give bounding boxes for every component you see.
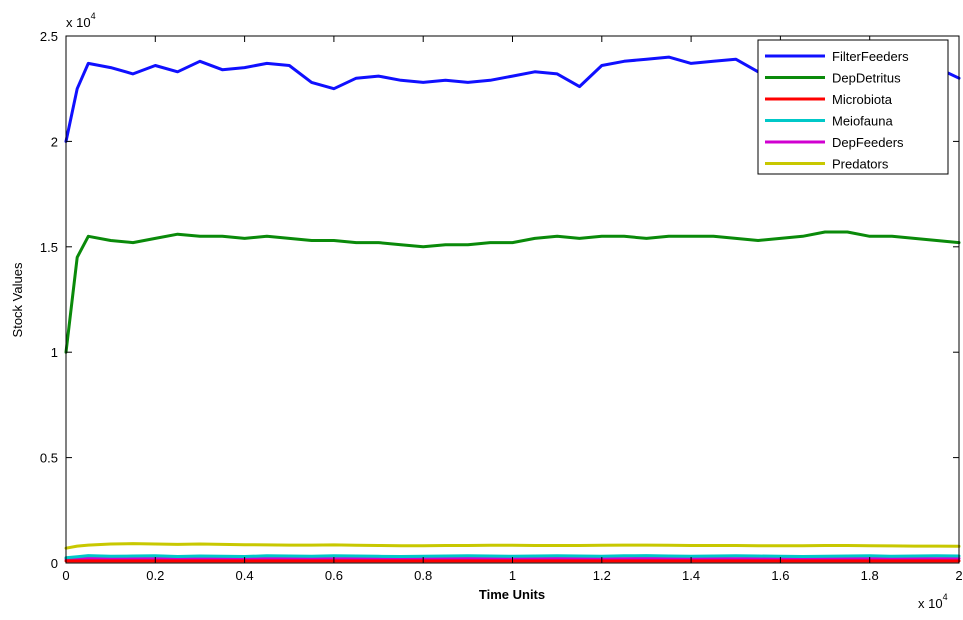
legend-label-meiofauna: Meiofauna [832,114,893,129]
y-tick-label: 1.5 [40,240,58,255]
series-line-depfeeders [64,556,961,561]
y-axis-title: Stock Values [10,262,25,337]
x-exponent-power: 4 [943,592,948,602]
x-tick-label: 1.8 [861,568,879,583]
y-tick-label: 1 [51,345,58,360]
legend-label-depdetritus: DepDetritus [832,71,901,86]
x-exponent-base: x 10 [918,596,943,611]
y-exponent-power: 4 [91,11,96,21]
x-tick-label: 1.6 [771,568,789,583]
y-exponent-label: x 104 [66,11,96,30]
x-exponent-label: x 104 [918,592,948,611]
legend-label-filterfeeders: FilterFeeders [832,49,909,64]
legend-label-microbiota: Microbiota [832,92,893,107]
x-tick-label: 1.4 [682,568,700,583]
x-tick-label: 1 [509,568,516,583]
series-line-predators [64,542,961,550]
x-tick-label: 0.2 [146,568,164,583]
y-tick-label: 2 [51,134,58,149]
legend: FilterFeeders DepDetritus Microbiota Meiofa… [757,39,949,175]
x-tick-label: 0.4 [236,568,254,583]
x-tick-label: 2 [955,568,962,583]
y-axis-ticks: 0 0.5 1 1.5 2 2.5 [40,29,959,571]
x-tick-label: 1.2 [593,568,611,583]
y-exponent-base: x 10 [66,15,91,30]
x-axis-title: Time Units [479,587,545,602]
legend-box [757,39,949,175]
series-line-depdetritus [64,230,961,354]
y-tick-label: 2.5 [40,29,58,44]
y-tick-label: 0 [51,556,58,571]
x-tick-label: 0.8 [414,568,432,583]
x-tick-label: 0 [62,568,69,583]
legend-label-predators: Predators [832,157,889,172]
x-tick-label: 0.6 [325,568,343,583]
y-tick-label: 0.5 [40,451,58,466]
series-line-meiofauna [64,554,961,560]
legend-label-depfeeders: DepFeeders [832,135,904,150]
x-axis-ticks: 0 0.2 0.4 0.6 0.8 1 1.2 1.4 1.6 1.8 2 [62,36,963,583]
